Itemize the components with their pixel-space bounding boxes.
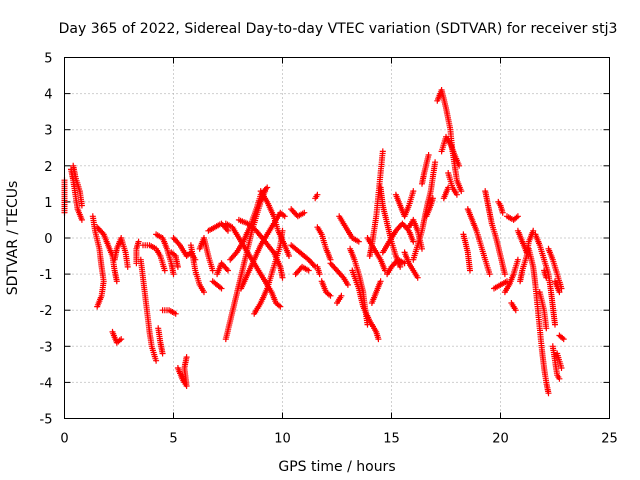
y-tick-label: -4 [40,376,53,391]
plot-frame [64,57,610,419]
data-track [257,188,292,259]
data-track [153,231,177,278]
data-track [508,300,519,314]
data-track [536,289,550,332]
data-track [155,325,166,357]
data-track [137,256,160,364]
data-track [368,278,384,306]
x-tick-label: 0 [60,432,68,447]
data-track [159,307,179,317]
data-track [549,343,563,382]
data-track [379,220,417,256]
y-axis-title: SDTVAR / TECUs [5,181,21,296]
x-tick-label: 20 [492,432,509,447]
x-tick-label: 10 [274,432,291,447]
data-track [401,249,421,281]
y-tick-label: 0 [44,232,52,247]
data-track [222,188,269,343]
data-track [168,249,181,270]
data-track [109,328,125,346]
data-track [556,332,567,343]
data-track [504,213,521,223]
data-track [545,245,565,292]
data-track [364,235,388,274]
data-track [419,152,432,187]
data-track [384,256,408,278]
data-track [214,260,231,278]
x-tick-label: 15 [383,432,400,447]
data-track [174,354,190,389]
data-track [541,267,550,281]
data-track [288,206,308,220]
data-track [187,242,207,296]
grid [64,57,610,419]
y-tick-label: 3 [44,124,52,139]
x-tick-label: 5 [169,432,177,447]
y-tick-label: 2 [44,160,52,175]
data-track [238,209,288,292]
data-points [61,87,567,397]
data-track [554,350,565,371]
data-track [392,188,417,220]
y-tick-label: -1 [40,268,53,283]
chart-title: Day 365 of 2022, Sidereal Day-to-day VTE… [59,21,618,37]
data-track [196,235,216,274]
x-tick-label: 25 [601,432,618,447]
data-track [314,224,334,263]
y-tick-label: 1 [44,196,52,211]
data-track [209,278,225,292]
y-tick-label: -2 [40,304,53,319]
data-track [525,245,552,397]
data-track [423,195,436,220]
data-track [491,278,510,292]
data-track [410,159,439,263]
data-track [292,263,312,278]
data-track [312,191,321,202]
data-track [70,162,85,209]
data-track [517,227,537,285]
y-tick-label: 5 [44,52,52,67]
data-track [464,206,493,278]
data-track [111,235,131,270]
data-track [501,256,521,296]
y-tick-label: -3 [40,340,53,355]
data-track [349,267,382,343]
data-track [140,242,168,274]
data-track [334,292,345,306]
data-track [327,260,351,288]
data-track [460,231,473,274]
data-track [445,170,460,198]
tick-labels: 0 5 10 15 20 25 -5 -4 -3 -2 -1 0 1 2 3 4 5 [40,52,618,447]
data-track [532,231,558,328]
data-track [482,188,508,278]
data-track [314,263,323,278]
data-track [288,242,319,270]
y-tick-label: -5 [40,413,53,428]
data-track [235,216,286,281]
y-tick-label: 4 [44,88,52,103]
data-track [133,238,142,267]
data-track [514,227,530,256]
data-track [336,213,362,245]
data-track [205,220,231,234]
x-axis-title: GPS time / hours [278,459,395,475]
data-track [318,278,334,299]
data-track [438,133,463,169]
data-track [495,198,506,216]
data-track [552,278,563,296]
data-track [440,184,452,202]
